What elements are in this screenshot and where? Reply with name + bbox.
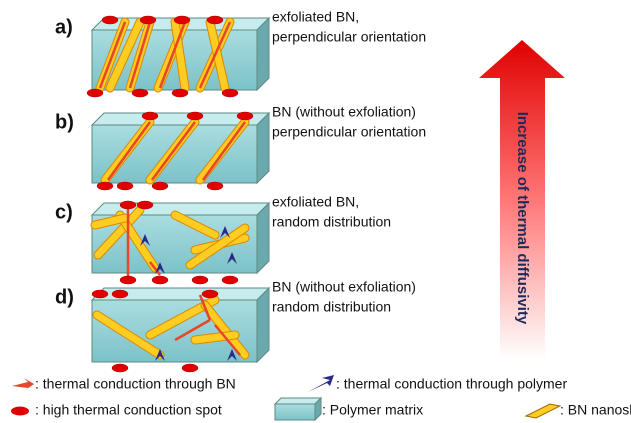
legend-text: : Polymer matrix [322,402,423,418]
hot-spot [132,89,148,97]
hot-spot [237,112,253,120]
arrow-label: Increase of thermal diffusivity [514,112,531,325]
panel-label: c) [55,201,73,223]
hot-spot [137,201,153,209]
panel-text: perpendicular orientation [272,29,426,45]
legend-blue-arrow [308,375,334,392]
hot-spot [202,290,218,298]
hot-spot [112,364,128,372]
legend-sheet [526,404,560,418]
hot-spot [92,290,108,298]
hot-spot [152,276,168,284]
hot-spot [102,16,118,24]
panel-text: random distribution [272,299,391,315]
hot-spot [187,112,203,120]
matrix-side [257,18,269,90]
matrix-side [257,203,269,273]
hot-spot [112,290,128,298]
matrix-side [257,113,269,183]
hot-spot [207,182,223,190]
panel-text: BN (without exfoliation) [272,279,416,295]
matrix-side [257,288,269,362]
figure: Increase of thermal diffusivity a) exfoli… [0,0,631,423]
hot-spot [182,364,198,372]
panel-text: perpendicular orientation [272,124,426,140]
legend-text: : high thermal conduction spot [35,402,222,418]
hot-spot [172,89,188,97]
legend-spot [11,407,29,416]
hot-spot [222,276,238,284]
legend-text: : thermal conduction through polymer [336,376,567,392]
legend-box [275,404,315,420]
bn-sheet-face [195,335,235,340]
hot-spot [152,182,168,190]
hot-spot [207,16,223,24]
legend-text: : thermal conduction through BN [35,376,236,392]
hot-spot [174,16,190,24]
hot-spot [120,276,136,284]
page: {"panels": [ {"label": "a)", "lines": ["… [0,0,631,423]
hot-spot [117,182,133,190]
panel-label: b) [55,111,74,133]
hot-spot [222,89,238,97]
legend-red-arrow [12,378,34,391]
hot-spot [192,276,208,284]
legend-text: : BN nanosheets [560,402,631,418]
hot-spot [97,182,113,190]
panel-text: exfoliated BN, [272,9,359,25]
hot-spot [87,89,103,97]
panel-text: random distribution [272,214,391,230]
panel-label: d) [55,286,74,308]
panel-text: BN (without exfoliation) [272,104,416,120]
hot-spot [140,16,156,24]
panel-label: a) [55,16,73,38]
panel-text: exfoliated BN, [272,194,359,210]
hot-spot [120,201,136,209]
legend-box-top [275,398,321,404]
hot-spot [142,112,158,120]
